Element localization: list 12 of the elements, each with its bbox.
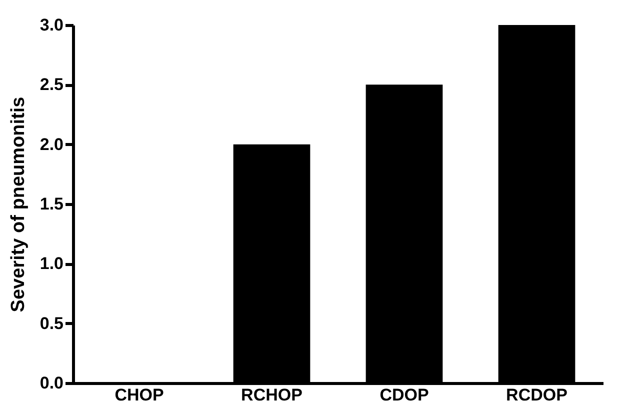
y-tick-label: 1.0 — [40, 254, 64, 274]
y-tick-label: 0.0 — [40, 374, 64, 392]
x-tick-label: RCDOP — [506, 386, 568, 404]
y-tick-label: 2.0 — [40, 134, 64, 154]
y-tick-label: 3.0 — [40, 16, 64, 34]
y-axis-title: Severity of pneumonitis — [8, 96, 29, 312]
y-tick-label: 1.5 — [40, 194, 64, 214]
y-tick-label: 0.5 — [40, 314, 64, 333]
x-tick-label: CDOP — [380, 386, 429, 404]
x-tick-label: CHOP — [114, 386, 164, 404]
x-tick-label: RCHOP — [241, 386, 302, 404]
y-tick-label: 2.5 — [40, 75, 64, 94]
